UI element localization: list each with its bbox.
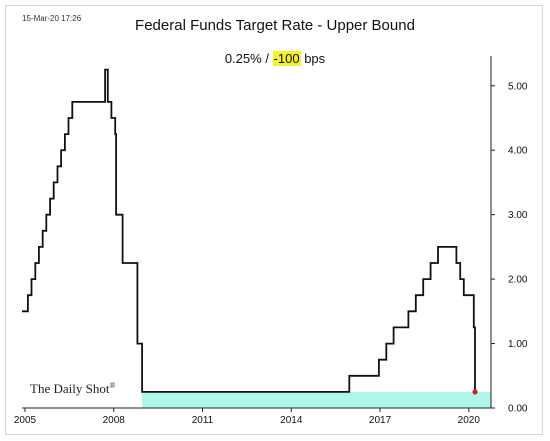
x-tick-label: 2008 — [103, 415, 126, 426]
endpoint-marker — [472, 389, 478, 395]
timestamp: 15-Mar-20 17:26 — [22, 14, 82, 23]
x-tick-label: 2005 — [14, 415, 37, 426]
rate-line — [22, 68, 476, 393]
brand-mark: ® — [109, 381, 115, 390]
y-tick-label: 4.00 — [508, 146, 528, 157]
y-tick-label: 1.00 — [508, 339, 528, 350]
y-tick-label: 3.00 — [508, 210, 528, 221]
axis-layer: 0.00 1.00 2.00 3.00 4.00 5.00 2005 2008 2011 2014… — [14, 56, 528, 426]
y-tick-label: 0.00 — [508, 404, 528, 415]
brand-name: The Daily Shot — [30, 381, 110, 396]
y-tick-label: 5.00 — [508, 81, 528, 92]
chart-subtitle: 0.25% / -100 bps — [0, 51, 550, 66]
chart-title: Federal Funds Target Rate - Upper Bound — [135, 17, 415, 34]
y-tick-label: 2.00 — [508, 275, 528, 286]
band-layer — [142, 391, 491, 408]
x-tick-label: 2011 — [192, 415, 214, 426]
zero-bound-band — [142, 391, 491, 408]
subtitle-unit: bps — [300, 51, 326, 66]
subtitle-rate: 0.25% — [224, 51, 262, 66]
chart-frame — [5, 5, 543, 435]
x-tick-label: 2017 — [369, 415, 392, 426]
subtitle-separator: / — [261, 51, 273, 66]
x-tick-label: 2014 — [280, 415, 303, 426]
subtitle-change-highlight: -100 — [272, 51, 301, 66]
x-tick-label: 2020 — [458, 415, 481, 426]
brand-logo: The Daily Shot® — [30, 381, 116, 396]
series-layer — [22, 68, 478, 395]
